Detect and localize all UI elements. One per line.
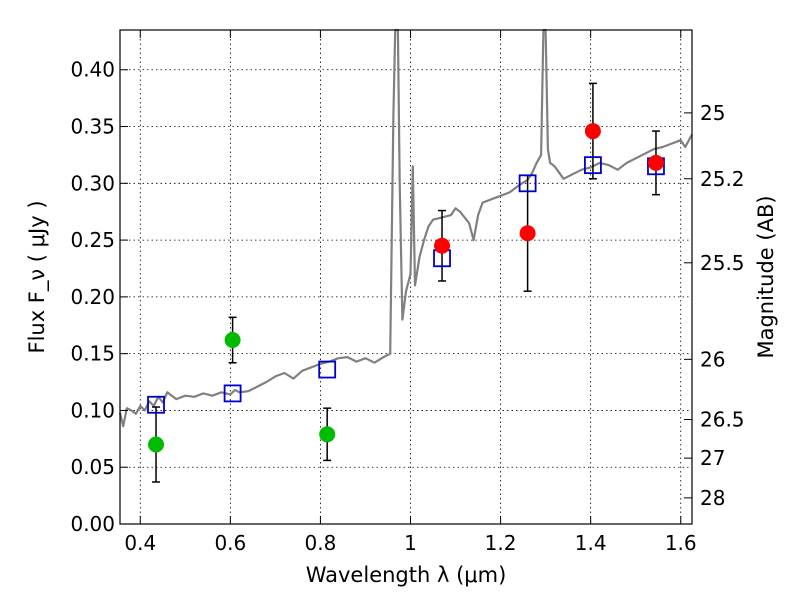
y-tick-label: 0.35 xyxy=(70,115,115,139)
x-tick-label: 1.6 xyxy=(665,531,697,555)
right-tick-label: 27 xyxy=(700,446,725,470)
x-tick-label: 0.6 xyxy=(214,531,246,555)
right-tick-label: 26.5 xyxy=(700,408,745,432)
y-tick-label: 0.10 xyxy=(70,398,115,422)
model-square-point xyxy=(147,395,165,414)
y-tick-label: 0.00 xyxy=(70,512,115,536)
x-tick-label: 1.2 xyxy=(485,531,517,555)
y-tick-label: 0.30 xyxy=(70,171,115,195)
marker-layer xyxy=(147,123,665,453)
spectrum-layer xyxy=(118,28,693,428)
observed-flux-point xyxy=(148,436,165,453)
x-tick-label: 0.8 xyxy=(305,531,337,555)
y-tick-label: 0.15 xyxy=(70,342,115,366)
model-square-point xyxy=(223,384,242,403)
right-tick-label: 26 xyxy=(700,347,725,371)
x-tick-label: 1.4 xyxy=(575,531,607,555)
grid xyxy=(120,30,692,525)
model-square-point xyxy=(584,156,602,175)
model-square-point xyxy=(318,360,337,379)
plot-frame xyxy=(119,29,693,525)
x-tick-label: 1 xyxy=(404,531,417,555)
model-square-point xyxy=(518,174,537,193)
errorbar-layer xyxy=(152,82,660,483)
observed-flux-point xyxy=(224,332,241,349)
y-tick-label: 0.05 xyxy=(70,455,115,479)
right-tick-label: 25.5 xyxy=(700,251,745,275)
y-tick-label: 0.25 xyxy=(70,228,115,252)
observed-flux-point xyxy=(434,237,451,254)
y-axis-label: Flux F_ν ( μJy ) xyxy=(25,200,50,353)
right-axis-label: Magnitude (AB) xyxy=(754,195,778,358)
spectrum-line xyxy=(118,28,693,428)
right-tick-label: 25 xyxy=(700,101,725,125)
x-axis-label: Wavelength λ (μm) xyxy=(306,563,507,587)
y-tick-label: 0.20 xyxy=(70,285,115,309)
tick-layer: 0.4 0.6 0.8 1 1.2 1.4 1.6 0.00 0.05 0.10 0.15 0.20 0… xyxy=(70,30,745,555)
right-tick-label: 25.2 xyxy=(700,167,745,191)
x-tick-label: 0.4 xyxy=(124,531,156,555)
observed-flux-point xyxy=(519,225,536,242)
right-tick-label: 28 xyxy=(700,486,725,510)
observed-flux-point xyxy=(647,154,664,171)
observed-flux-point xyxy=(584,123,601,140)
observed-flux-point xyxy=(319,426,336,443)
y-tick-label: 0.40 xyxy=(70,58,115,82)
